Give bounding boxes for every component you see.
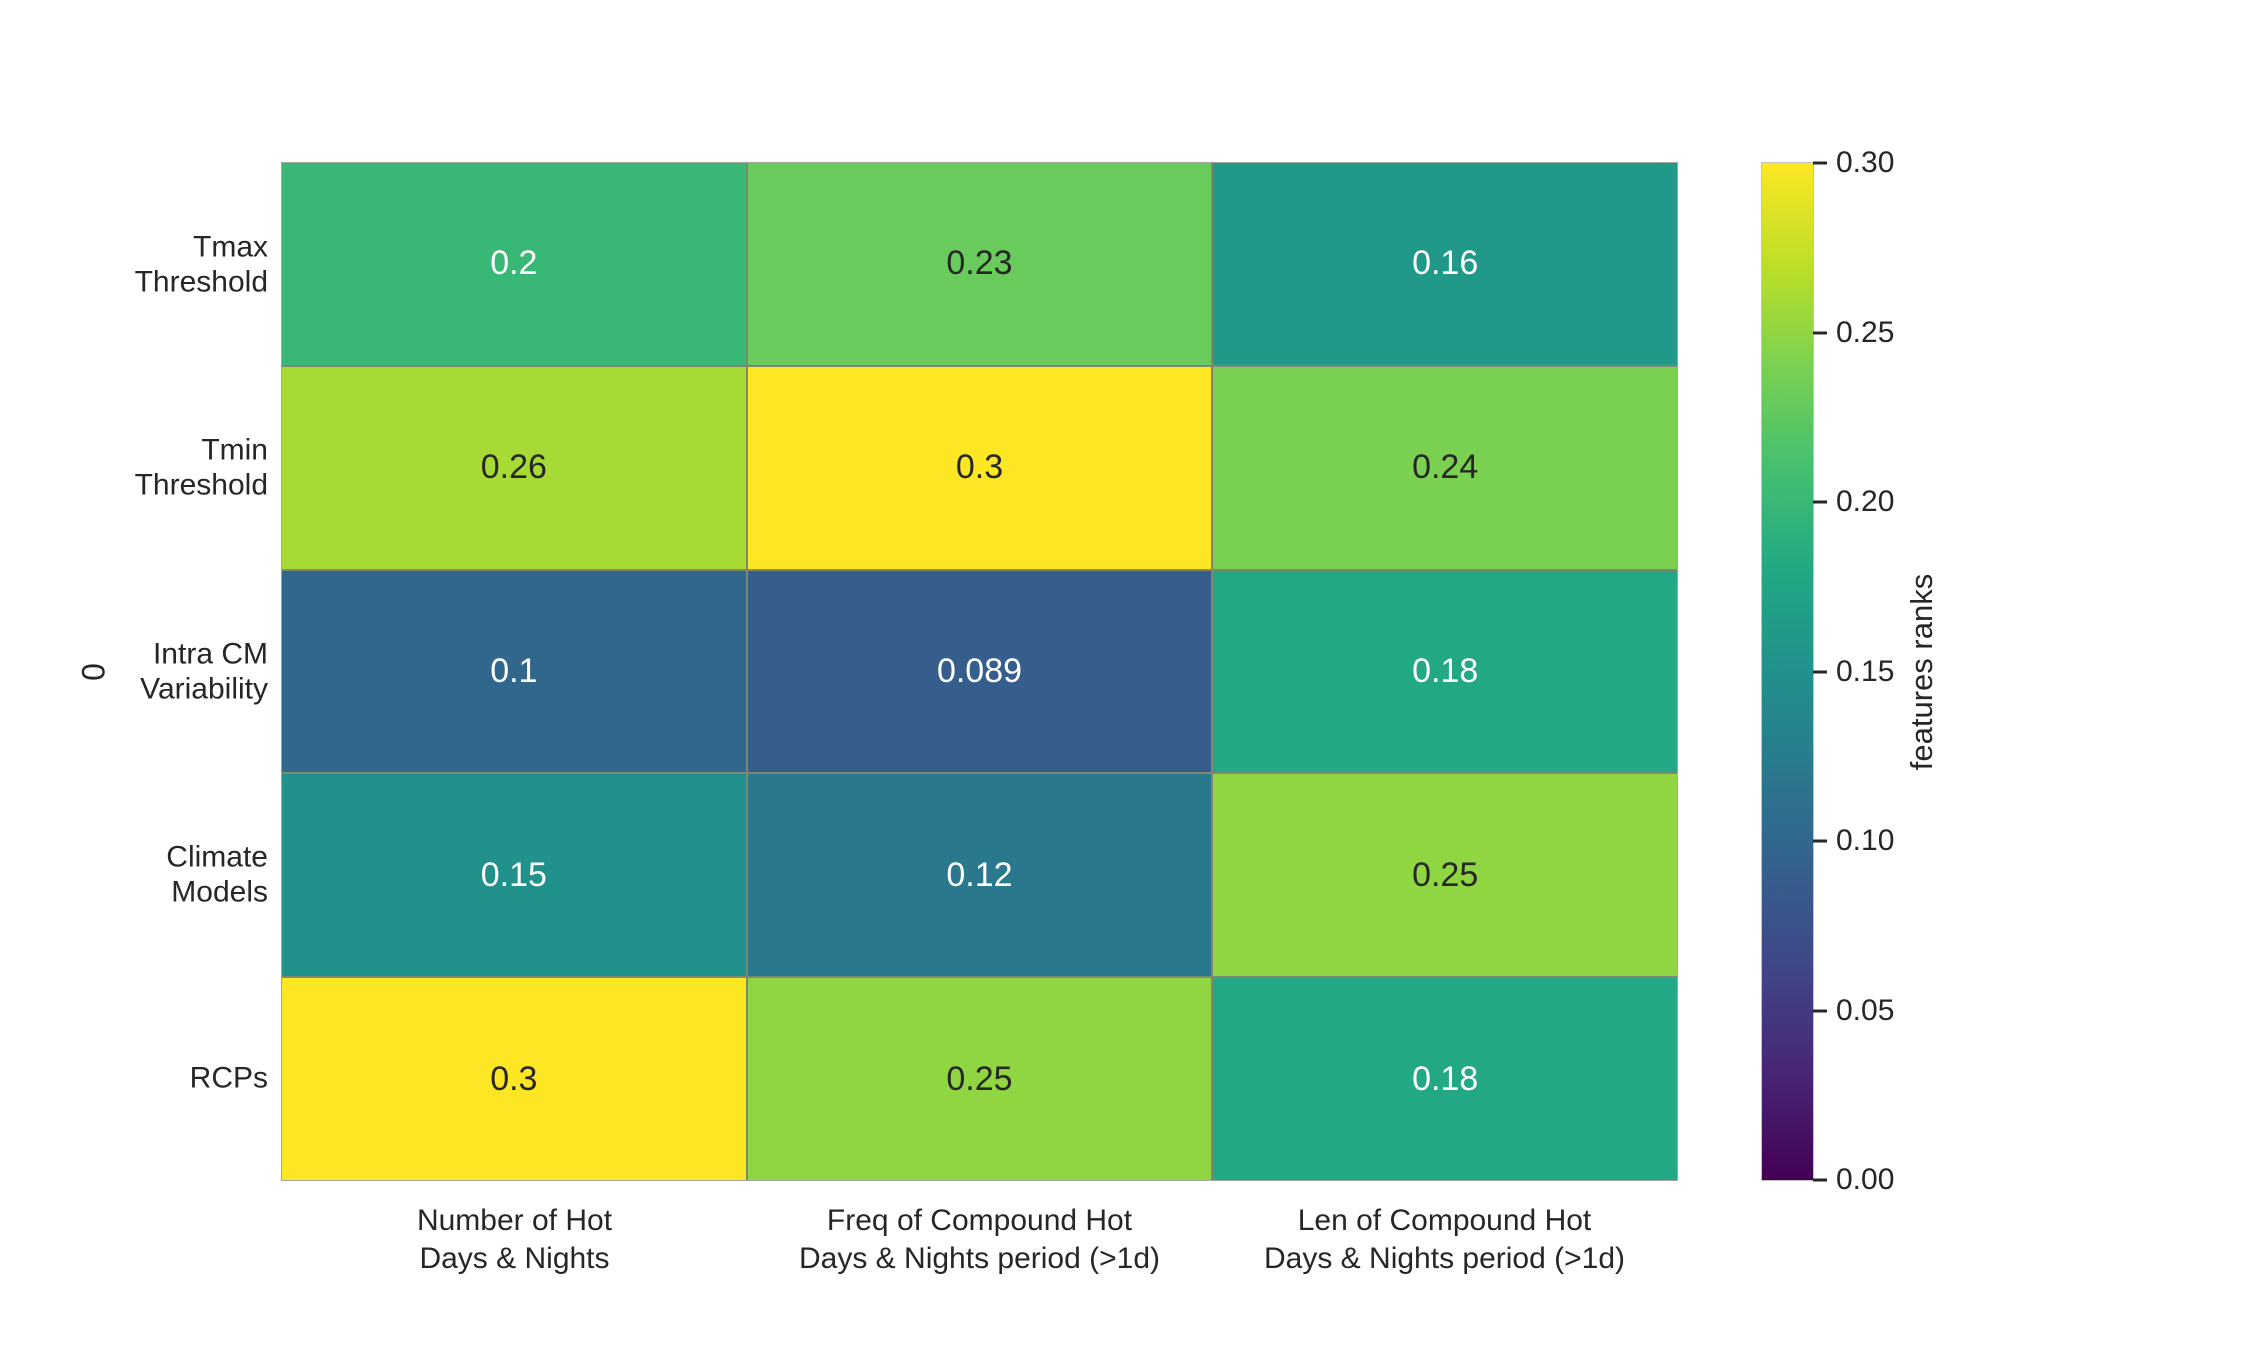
- colorbar-tick-mark: [1813, 1178, 1827, 1182]
- heatmap-cell: 0.1: [282, 570, 746, 773]
- heatmap-cell: 0.23: [747, 163, 1212, 365]
- heatmap-cell: 0.16: [1213, 163, 1677, 365]
- heatmap-cell: 0.089: [747, 570, 1212, 773]
- heatmap-grid: 0.2 0.23 0.16 0.26 0.3 0.24 0.1 0.089 0.18 0.15 0.…: [281, 162, 1678, 1181]
- heatmap-cell: 0.18: [1213, 570, 1677, 773]
- colorbar-tick-label: 0.30: [1836, 146, 1895, 179]
- colorbar-tick-mark: [1813, 161, 1827, 165]
- colorbar-tick-label: 0.00: [1836, 1163, 1895, 1196]
- y-tick-label: Climate Models: [166, 840, 268, 909]
- colorbar-gradient: [1761, 162, 1814, 1181]
- colorbar-tick-label: 0.20: [1836, 485, 1895, 518]
- x-tick-label: Freq of Compound Hot Days & Nights perio…: [799, 1204, 1160, 1275]
- colorbar-tick-label: 0.10: [1836, 824, 1895, 857]
- heatmap-cell: 0.12: [747, 774, 1212, 977]
- heatmap-cell: 0.3: [282, 978, 746, 1180]
- y-tick-label: Tmin Threshold: [134, 433, 268, 503]
- colorbar-axis-label: features ranks: [1904, 573, 1939, 771]
- heatmap-cell: 0.26: [282, 366, 746, 569]
- y-tick-label: RCPs: [189, 1061, 268, 1095]
- colorbar-tick-mark: [1813, 500, 1827, 504]
- colorbar-tick-mark: [1813, 839, 1827, 843]
- heatmap-cell: 0.25: [747, 978, 1212, 1180]
- colorbar-tick-mark: [1813, 670, 1827, 673]
- heatmap-cell: 0.3: [747, 366, 1212, 569]
- heatmap-cell: 0.24: [1213, 366, 1677, 569]
- heatmap-cell: 0.15: [282, 774, 746, 977]
- heatmap-cell: 0.2: [282, 163, 746, 365]
- y-tick-label: Tmax Threshold: [134, 230, 268, 299]
- y-tick-label: Intra CM Variability: [140, 637, 268, 706]
- heatmap-cell: 0.25: [1213, 774, 1677, 977]
- x-tick-label: Len of Compound Hot Days & Nights period…: [1264, 1204, 1625, 1275]
- heatmap-cell: 0.18: [1213, 978, 1677, 1180]
- x-tick-label: Number of Hot Days & Nights: [416, 1204, 613, 1275]
- colorbar-tick-label: 0.25: [1836, 315, 1895, 349]
- colorbar-tick-mark: [1813, 331, 1827, 334]
- colorbar-tick-label: 0.15: [1836, 654, 1895, 688]
- colorbar-tick-label: 0.05: [1836, 993, 1895, 1027]
- colorbar-tick-mark: [1813, 1009, 1827, 1012]
